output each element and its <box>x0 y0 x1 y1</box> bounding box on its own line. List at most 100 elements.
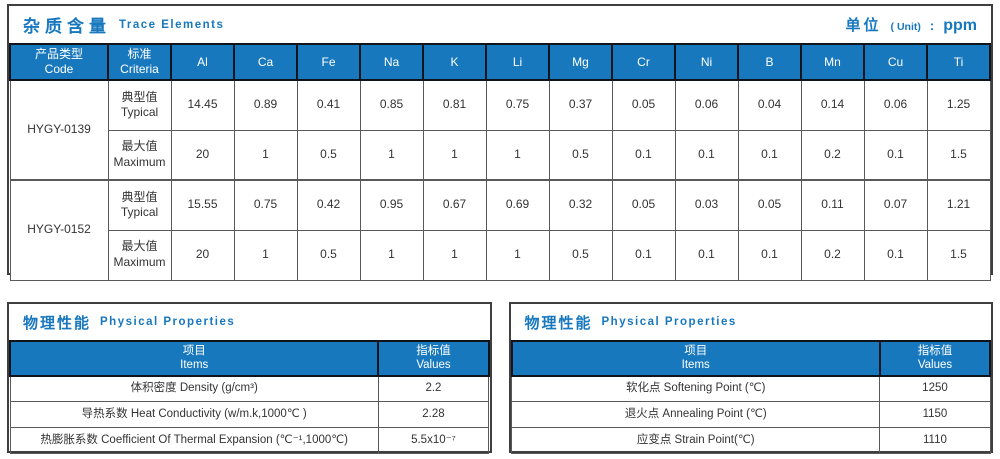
criteria-cell: 典型值 Typical <box>107 79 172 131</box>
criteria-header-cn: 标准 <box>127 47 152 61</box>
element-column-header: Ni <box>674 43 739 81</box>
value-cell: 0.81 <box>422 79 487 131</box>
physical-property-row: 体积密度 Density (g/cm³) 2.2 <box>9 375 490 403</box>
physical-left-body: 体积密度 Density (g/cm³) 2.2 导热系数 Heat Conduct… <box>9 375 490 455</box>
value-cell: 0.2 <box>800 129 865 181</box>
physical-properties-panel-right: 物理性能 Physical Properties 项目 Items 指标值 Va… <box>508 302 993 455</box>
value-cell: 1 <box>233 129 298 181</box>
trace-row: HYGY-0152 典型值 Typical 15.55 0.75 0.42 0.95 0.67… <box>9 179 991 281</box>
trace-elements-panel: 杂质含量 Trace Elements 单位 ( Unit) : ppm 产品类… <box>7 4 993 281</box>
value-cell: 0.5 <box>296 229 361 281</box>
code-column-header: 产品类型 Code <box>9 43 109 81</box>
property-item-cell: 软化点 Softening Point (℃) <box>510 375 881 403</box>
value-cell: 1 <box>485 229 550 281</box>
value-cell: 0.1 <box>863 229 928 281</box>
value-cell: 0.04 <box>737 79 802 131</box>
value-cell: 0.89 <box>233 79 298 131</box>
value-cell: 20 <box>170 129 235 181</box>
element-column-header: Li <box>485 43 550 81</box>
element-column-header: Al <box>170 43 235 81</box>
value-cell: 0.42 <box>296 179 361 231</box>
criteria-en: Maximum <box>113 255 166 269</box>
trace-row: 最大值 Maximum 20 1 0.5 1 1 1 0.5 0.1 0.1 0.1 0.2 0.1 1.5 <box>10 229 991 281</box>
unit-label-en: ( Unit) <box>890 21 921 33</box>
value-cell: 0.05 <box>611 179 676 231</box>
value-cell: 1 <box>422 229 487 281</box>
value-cell: 0.06 <box>863 79 928 131</box>
physical-properties-panel-left: 物理性能 Physical Properties 项目 Items 指标值 Va… <box>7 302 492 455</box>
physical-property-row: 退火点 Annealing Point (℃) 1150 <box>510 401 991 429</box>
value-cell: 1.5 <box>926 229 991 281</box>
physical-right-body: 软化点 Softening Point (℃) 1250 退火点 Annealing… <box>510 375 991 455</box>
physical-property-row: 导热系数 Heat Conductivity (w/m.k,1000℃ ) 2.2… <box>9 401 490 429</box>
element-column-header: Cr <box>611 43 676 81</box>
values-header-cn: 指标值 <box>917 345 953 357</box>
value-cell: 0.5 <box>548 129 613 181</box>
value-cell: 0.95 <box>359 179 424 231</box>
criteria-en: Typical <box>120 105 159 120</box>
value-cell: 0.5 <box>296 129 361 181</box>
value-cell: 0.1 <box>611 229 676 281</box>
trace-elements-table: 产品类型 Code 标准 Criteria Al Ca Fe Na K Li Mg Cr Ni B… <box>9 43 991 281</box>
value-cell: 0.1 <box>674 129 739 181</box>
value-cell: 0.1 <box>737 129 802 181</box>
value-cell: 0.1 <box>611 129 676 181</box>
value-cell: 0.1 <box>737 229 802 281</box>
physical-left-table: 项目 Items 指标值 Values 体积密度 Density (g/cm³)… <box>8 340 490 455</box>
value-cell: 0.1 <box>674 229 739 281</box>
product-code-cell: HYGY-0139 <box>9 79 109 181</box>
criteria-header-en: Criteria <box>120 62 159 76</box>
value-cell: 0.2 <box>800 229 865 281</box>
physical-right-table: 项目 Items 指标值 Values 软化点 Softening Point … <box>510 340 992 455</box>
criteria-cell: 最大值 Maximum <box>107 129 172 181</box>
element-column-header: Ca <box>233 43 298 81</box>
property-item-cell: 导热系数 Heat Conductivity (w/m.k,1000℃ ) <box>9 401 379 429</box>
values-column-header: 指标值 Values <box>377 340 490 377</box>
criteria-column-header: 标准 Criteria <box>107 43 172 81</box>
items-header-en: Items <box>180 359 209 372</box>
value-cell: 1 <box>233 229 298 281</box>
value-cell: 1.5 <box>926 129 991 181</box>
value-cell: 0.1 <box>863 129 928 181</box>
element-column-header: Ti <box>926 43 991 81</box>
value-cell: 0.85 <box>359 79 424 131</box>
unit-colon: : <box>929 18 935 33</box>
trace-title-en: Trace Elements <box>119 18 225 31</box>
physical-properties-row: 物理性能 Physical Properties 项目 Items 指标值 Va… <box>7 302 993 455</box>
physical-right-titlebar: 物理性能 Physical Properties <box>511 304 992 340</box>
values-header-en: Values <box>917 359 953 372</box>
value-cell: 20 <box>170 229 235 281</box>
trace-row: 最大值 Maximum 20 1 0.5 1 1 1 0.5 0.1 0.1 0.1 0.2 0.1 1.5 <box>10 129 991 181</box>
trace-table-body: HYGY-0139 典型值 Typical 14.45 0.89 0.41 0.85 0.81… <box>9 79 991 281</box>
physical-property-row: 软化点 Softening Point (℃) 1250 <box>510 375 991 403</box>
trace-header-row: 产品类型 Code 标准 Criteria Al Ca Fe Na K Li Mg Cr Ni B… <box>9 43 991 81</box>
physical-left-header-row: 项目 Items 指标值 Values <box>8 340 490 377</box>
criteria-cn: 最大值 <box>121 139 158 154</box>
unit-value: ppm <box>943 17 977 34</box>
element-column-header: Cu <box>863 43 928 81</box>
value-cell: 0.06 <box>674 79 739 131</box>
code-header-en: Code <box>44 62 74 76</box>
value-cell: 0.69 <box>485 179 550 231</box>
value-cell: 0.32 <box>548 179 613 231</box>
items-column-header: 项目 Items <box>510 340 881 377</box>
property-value-cell: 2.28 <box>377 401 490 429</box>
items-header-cn: 项目 <box>684 345 708 357</box>
property-item-cell: 体积密度 Density (g/cm³) <box>9 375 379 403</box>
element-column-header: Na <box>359 43 424 81</box>
physical-left-titlebar: 物理性能 Physical Properties <box>9 304 490 340</box>
unit-label-cn: 单位 <box>845 17 882 34</box>
criteria-cn: 典型值 <box>121 189 158 204</box>
criteria-cell: 典型值 Typical <box>107 179 172 231</box>
product-code-cell: HYGY-0152 <box>9 179 109 281</box>
value-cell: 0.41 <box>296 79 361 131</box>
criteria-en: Typical <box>120 205 159 220</box>
value-cell: 0.5 <box>548 229 613 281</box>
value-cell: 14.45 <box>170 79 235 131</box>
criteria-cn: 最大值 <box>121 239 158 254</box>
items-column-header: 项目 Items <box>8 340 380 377</box>
property-item-cell: 应变点 Strain Point(℃) <box>510 427 881 455</box>
physical-left-title-en: Physical Properties <box>100 316 236 328</box>
criteria-cell: 最大值 Maximum <box>107 229 172 281</box>
value-cell: 15.55 <box>170 179 235 231</box>
